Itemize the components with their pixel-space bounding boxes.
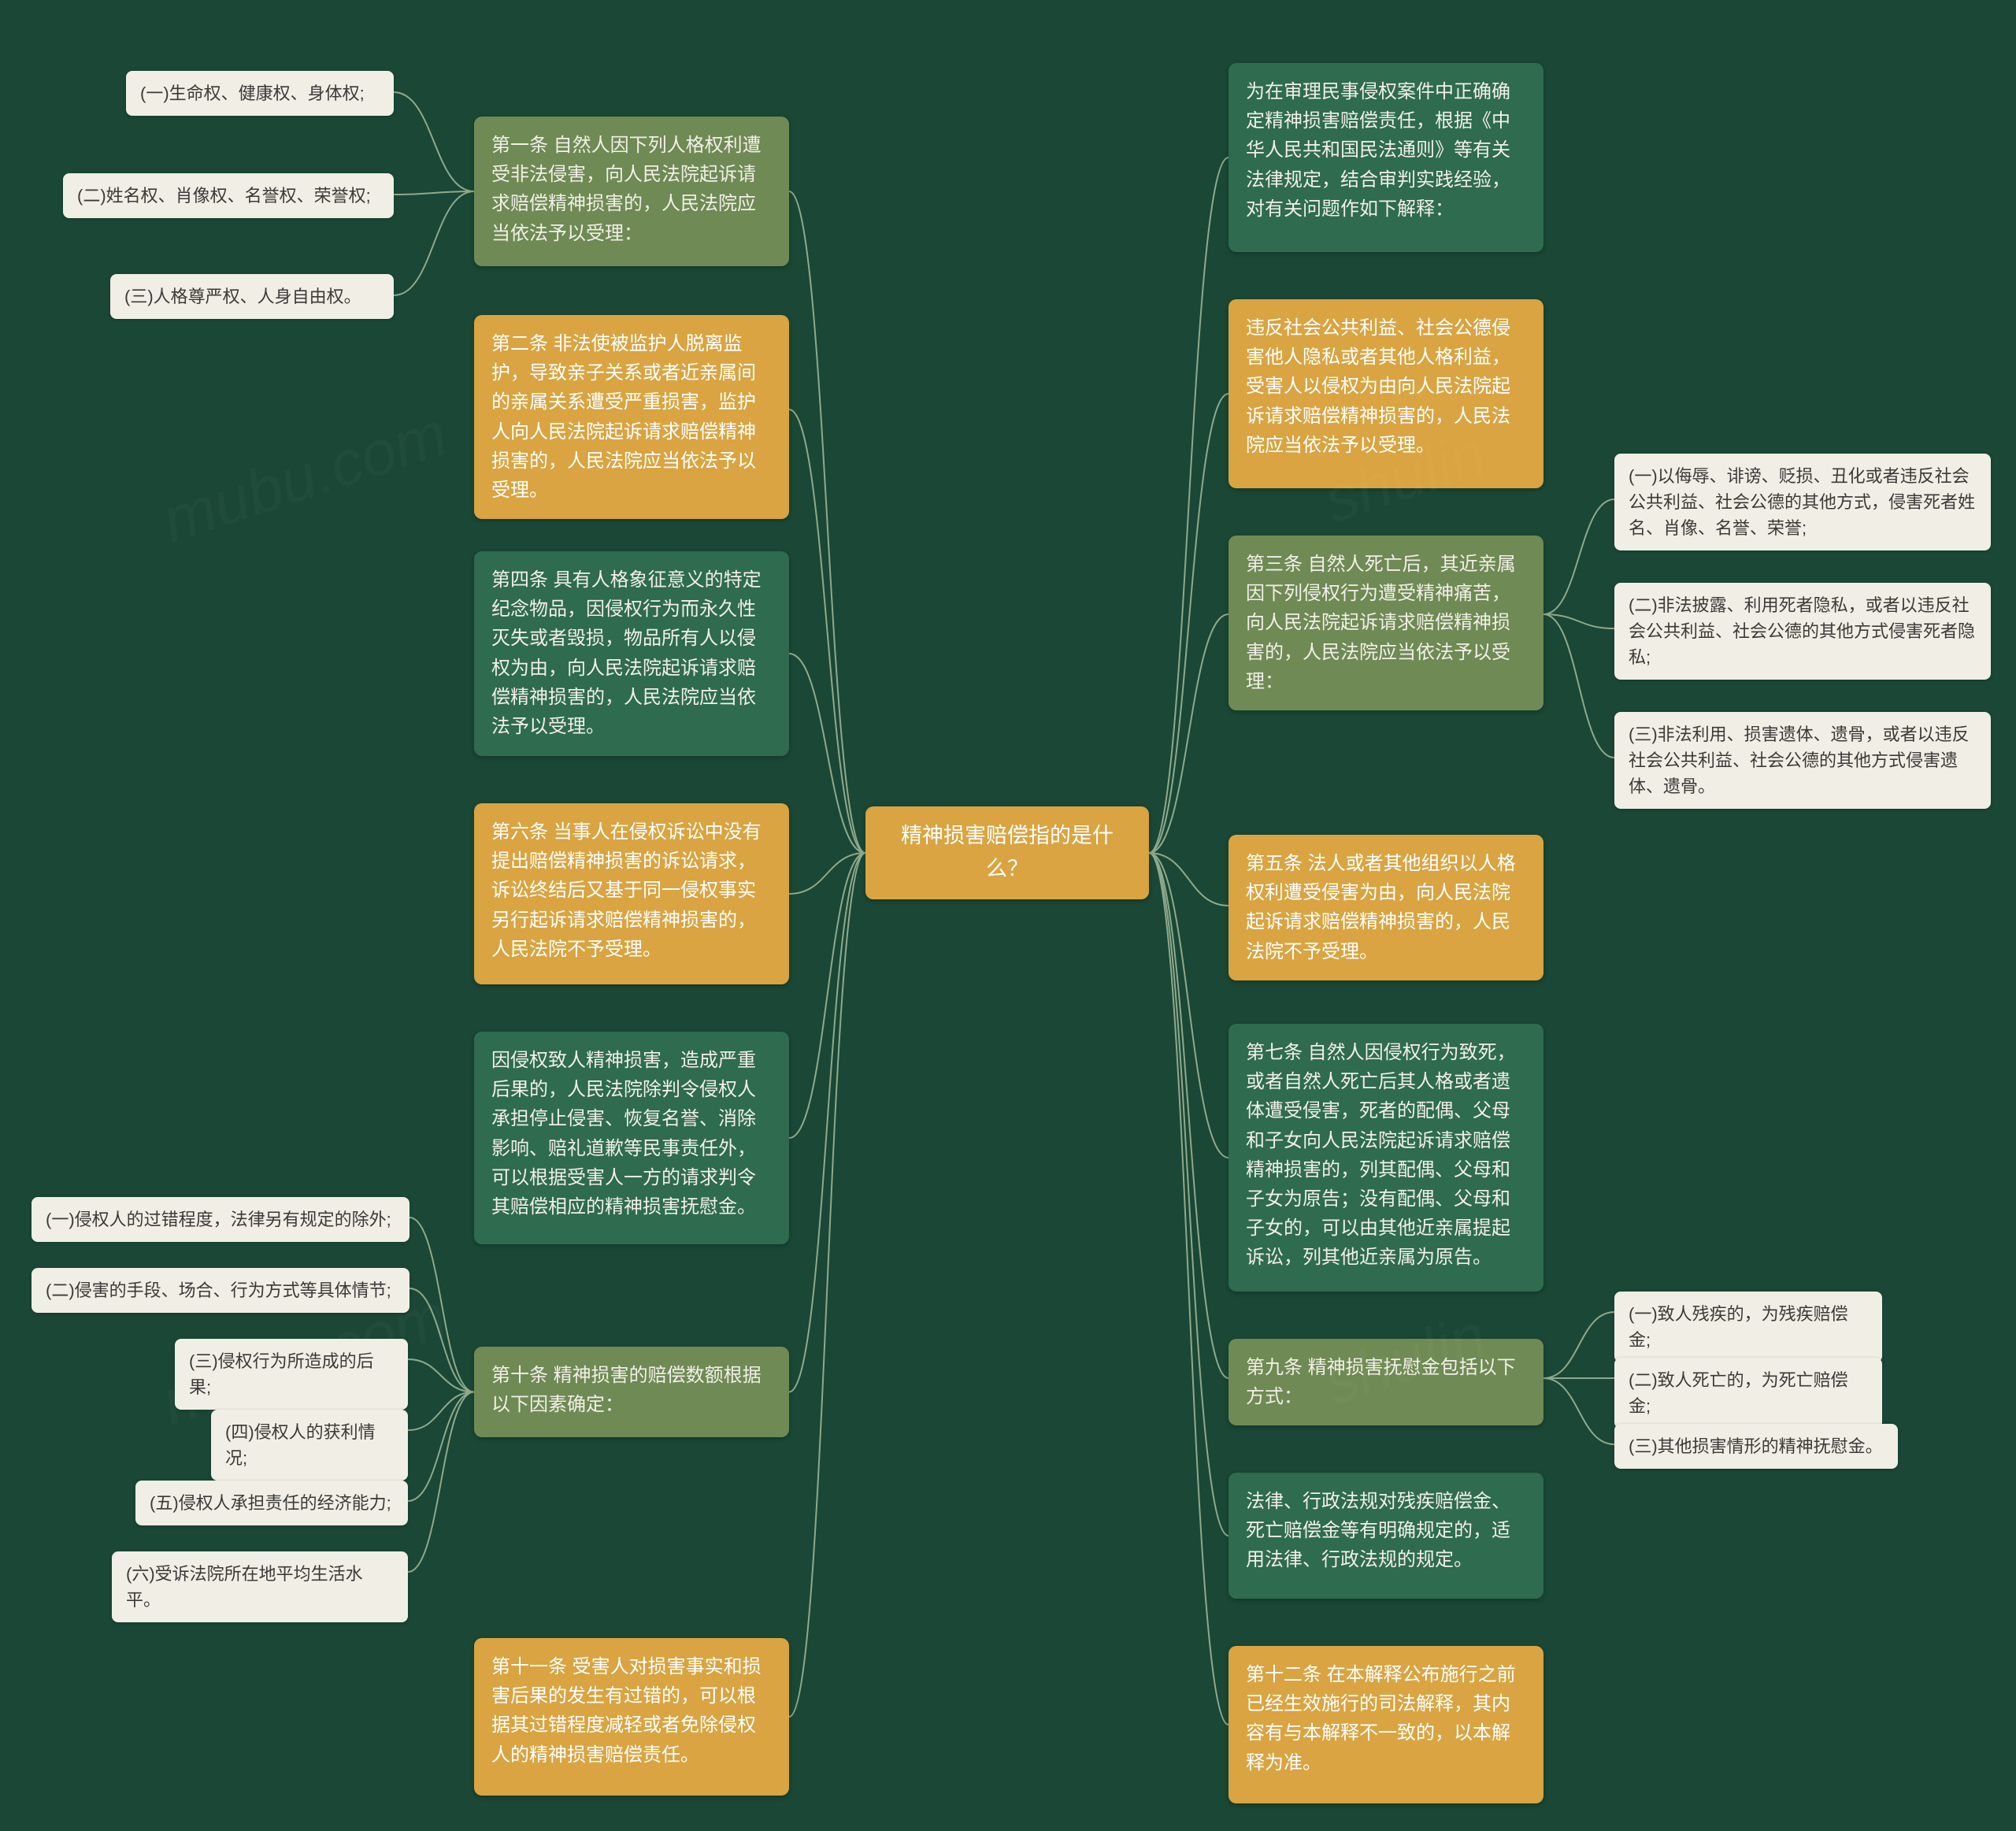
node-center: 精神损害赔偿指的是什么？ xyxy=(865,806,1149,899)
leaf-L6d: (四)侵权人的获利情况; xyxy=(211,1410,408,1481)
leaf-L6f: (六)受诉法院所在地平均生活水平。 xyxy=(112,1551,408,1622)
leaf-R6c: (三)其他损害情形的精神抚慰金。 xyxy=(1614,1424,1898,1469)
leaf-R6b: (二)致人死亡的，为死亡赔偿金; xyxy=(1614,1358,1882,1429)
node-R8: 第十二条 在本解释公布施行之前已经生效施行的司法解释，其内容有与本解释不一致的，… xyxy=(1228,1646,1544,1803)
leaf-L1b: (二)姓名权、肖像权、名誉权、荣誉权; xyxy=(63,173,394,218)
node-L5: 因侵权致人精神损害，造成严重后果的，人民法院除判令侵权人承担停止侵害、恢复名誉、… xyxy=(474,1032,789,1244)
leaf-L1a: (一)生命权、健康权、身体权; xyxy=(126,71,394,116)
leaf-L6e: (五)侵权人承担责任的经济能力; xyxy=(135,1481,408,1525)
node-R1: 为在审理民事侵权案件中正确确定精神损害赔偿责任，根据《中华人民共和国民法通则》等… xyxy=(1228,63,1544,252)
node-R4: 第五条 法人或者其他组织以人格权利遭受侵害为由，向人民法院起诉请求赔偿精神损害的… xyxy=(1228,835,1544,980)
node-R5: 第七条 自然人因侵权行为致死，或者自然人死亡后其人格或者遗体遭受侵害，死者的配偶… xyxy=(1228,1024,1544,1292)
node-L3: 第四条 具有人格象征意义的特定纪念物品，因侵权行为而永久性灭失或者毁损，物品所有… xyxy=(474,551,789,756)
leaf-L6a: (一)侵权人的过错程度，法律另有规定的除外; xyxy=(32,1197,410,1242)
leaf-L6b: (二)侵害的手段、场合、行为方式等具体情节; xyxy=(32,1268,410,1313)
node-R7: 法律、行政法规对残疾赔偿金、死亡赔偿金等有明确规定的，适用法律、行政法规的规定。 xyxy=(1228,1473,1544,1599)
node-R3: 第三条 自然人死亡后，其近亲属因下列侵权行为遭受精神痛苦，向人民法院起诉请求赔偿… xyxy=(1228,536,1544,710)
node-R6: 第九条 精神损害抚慰金包括以下方式： xyxy=(1228,1339,1544,1425)
node-R2: 违反社会公共利益、社会公德侵害他人隐私或者其他人格利益，受害人以侵权为由向人民法… xyxy=(1228,299,1544,488)
leaf-L1c: (三)人格尊严权、人身自由权。 xyxy=(110,274,394,319)
node-L1: 第一条 自然人因下列人格权利遭受非法侵害，向人民法院起诉请求赔偿精神损害的，人民… xyxy=(474,117,789,266)
leaf-R3c: (三)非法利用、损害遗体、遗骨，或者以违反社会公共利益、社会公德的其他方式侵害遗… xyxy=(1614,712,1991,809)
mindmap-canvas: 精神损害赔偿指的是什么？ 第一条 自然人因下列人格权利遭受非法侵害，向人民法院起诉… xyxy=(0,0,2016,1831)
leaf-R3b: (二)非法披露、利用死者隐私，或者以违反社会公共利益、社会公德的其他方式侵害死者… xyxy=(1614,583,1991,680)
node-L4: 第六条 当事人在侵权诉讼中没有提出赔偿精神损害的诉讼请求，诉讼终结后又基于同一侵… xyxy=(474,803,789,984)
node-L7: 第十一条 受害人对损害事实和损害后果的发生有过错的，可以根据其过错程度减轻或者免… xyxy=(474,1638,789,1796)
leaf-R6a: (一)致人残疾的，为残疾赔偿金; xyxy=(1614,1292,1882,1362)
node-L6: 第十条 精神损害的赔偿数额根据以下因素确定： xyxy=(474,1347,789,1437)
leaf-L6c: (三)侵权行为所造成的后果; xyxy=(175,1339,408,1410)
watermark-0: mubu.com xyxy=(154,398,456,558)
node-L2: 第二条 非法使被监护人脱离监护，导致亲子关系或者近亲属间的亲属关系遭受严重损害，… xyxy=(474,315,789,519)
leaf-R3a: (一)以侮辱、诽谤、贬损、丑化或者违反社会公共利益、社会公德的其他方式，侵害死者… xyxy=(1614,454,1991,550)
